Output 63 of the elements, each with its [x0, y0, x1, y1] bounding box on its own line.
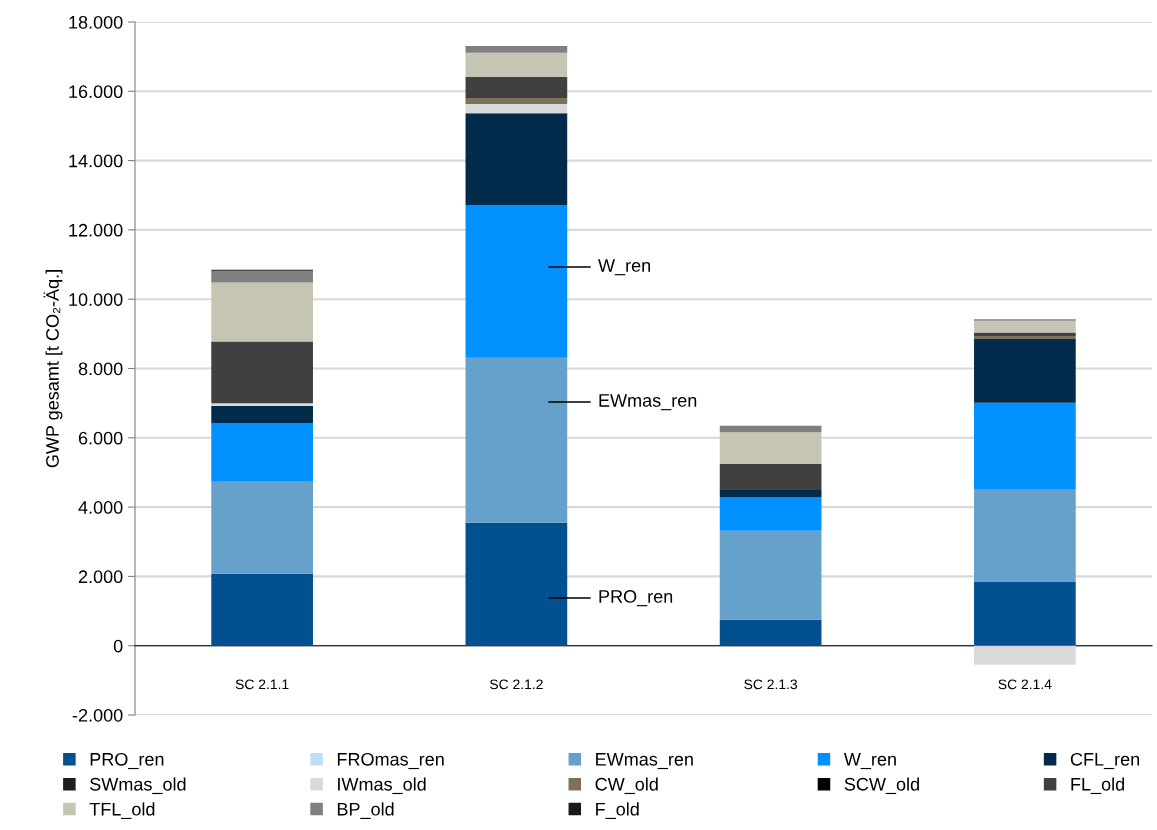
y-tick-label: 12.000: [69, 223, 123, 237]
legend-label: TFL_old: [89, 802, 155, 820]
bar: [211, 341, 313, 404]
y-tick-label: 16.000: [69, 85, 123, 99]
bar: [719, 619, 822, 646]
y-tick-label: 10.000: [69, 293, 123, 306]
bar: [465, 52, 568, 78]
annotation: EWmas_ren: [599, 394, 697, 411]
bar: [211, 405, 313, 423]
bar: [465, 104, 568, 114]
bar: [974, 581, 1076, 646]
bar: [211, 481, 313, 574]
legend-label: CFL_ren: [1070, 752, 1140, 770]
y-tick-label: 8.000: [78, 362, 123, 376]
bar: [719, 463, 822, 491]
bar: [211, 270, 313, 283]
x-tick-label: SC 2.1.2: [489, 679, 543, 690]
bar: [719, 530, 822, 620]
bar: [211, 403, 313, 406]
legend-label: SCW_old: [844, 777, 919, 795]
bar: [211, 282, 313, 342]
legend-label: W_ren: [843, 753, 896, 770]
legend-label: EWmas_ren: [596, 753, 693, 770]
bar: [211, 573, 313, 646]
bar: [719, 432, 822, 464]
bar: [974, 332, 1076, 336]
x-tick-label: SC 2.1.1: [235, 679, 289, 690]
bar: [465, 77, 568, 98]
legend-label: F_old: [596, 802, 639, 820]
legend-label: BP_old: [337, 802, 394, 820]
y-tick-label: 6.000: [78, 431, 123, 445]
x-tick-label: SC 2.1.3: [744, 679, 798, 690]
bar: [719, 497, 822, 531]
legend-label: FL_old: [1071, 777, 1124, 795]
x-tick-label: SC 2.1.4: [998, 679, 1052, 690]
bar: [465, 204, 568, 358]
y-tick-label: 4.000: [78, 501, 123, 514]
y-tick-label: -2.000: [72, 708, 123, 722]
bar: [465, 522, 568, 646]
annotation: W_ren: [598, 259, 651, 276]
bar: [974, 335, 1076, 340]
bar: [974, 339, 1076, 403]
bar: [974, 489, 1076, 582]
y-tick-label: 14.000: [69, 154, 123, 168]
y-tick-label: 2.000: [78, 570, 123, 584]
bar: [974, 402, 1076, 490]
bar: [465, 97, 568, 105]
annotation: PRO_ren: [599, 590, 673, 607]
bar: [719, 490, 822, 498]
y-tick-label: 0: [113, 639, 123, 653]
bar: [719, 425, 822, 433]
bar: [974, 320, 1076, 333]
legend-label: PRO_ren: [90, 752, 164, 770]
legend-label: CW_old: [595, 777, 658, 795]
bar: [465, 357, 568, 523]
bar: [211, 422, 313, 482]
legend-label: IWmas_old: [338, 777, 426, 795]
y-tick-label: 18.000: [69, 15, 123, 29]
legend-label: FROmas_ren: [337, 752, 444, 770]
bar: [465, 45, 568, 53]
legend-label: SWmas_old: [90, 777, 186, 795]
y-axis-title: GWP gesamt [t CO₂-Äq.]: [43, 270, 63, 468]
bar: [465, 113, 568, 205]
